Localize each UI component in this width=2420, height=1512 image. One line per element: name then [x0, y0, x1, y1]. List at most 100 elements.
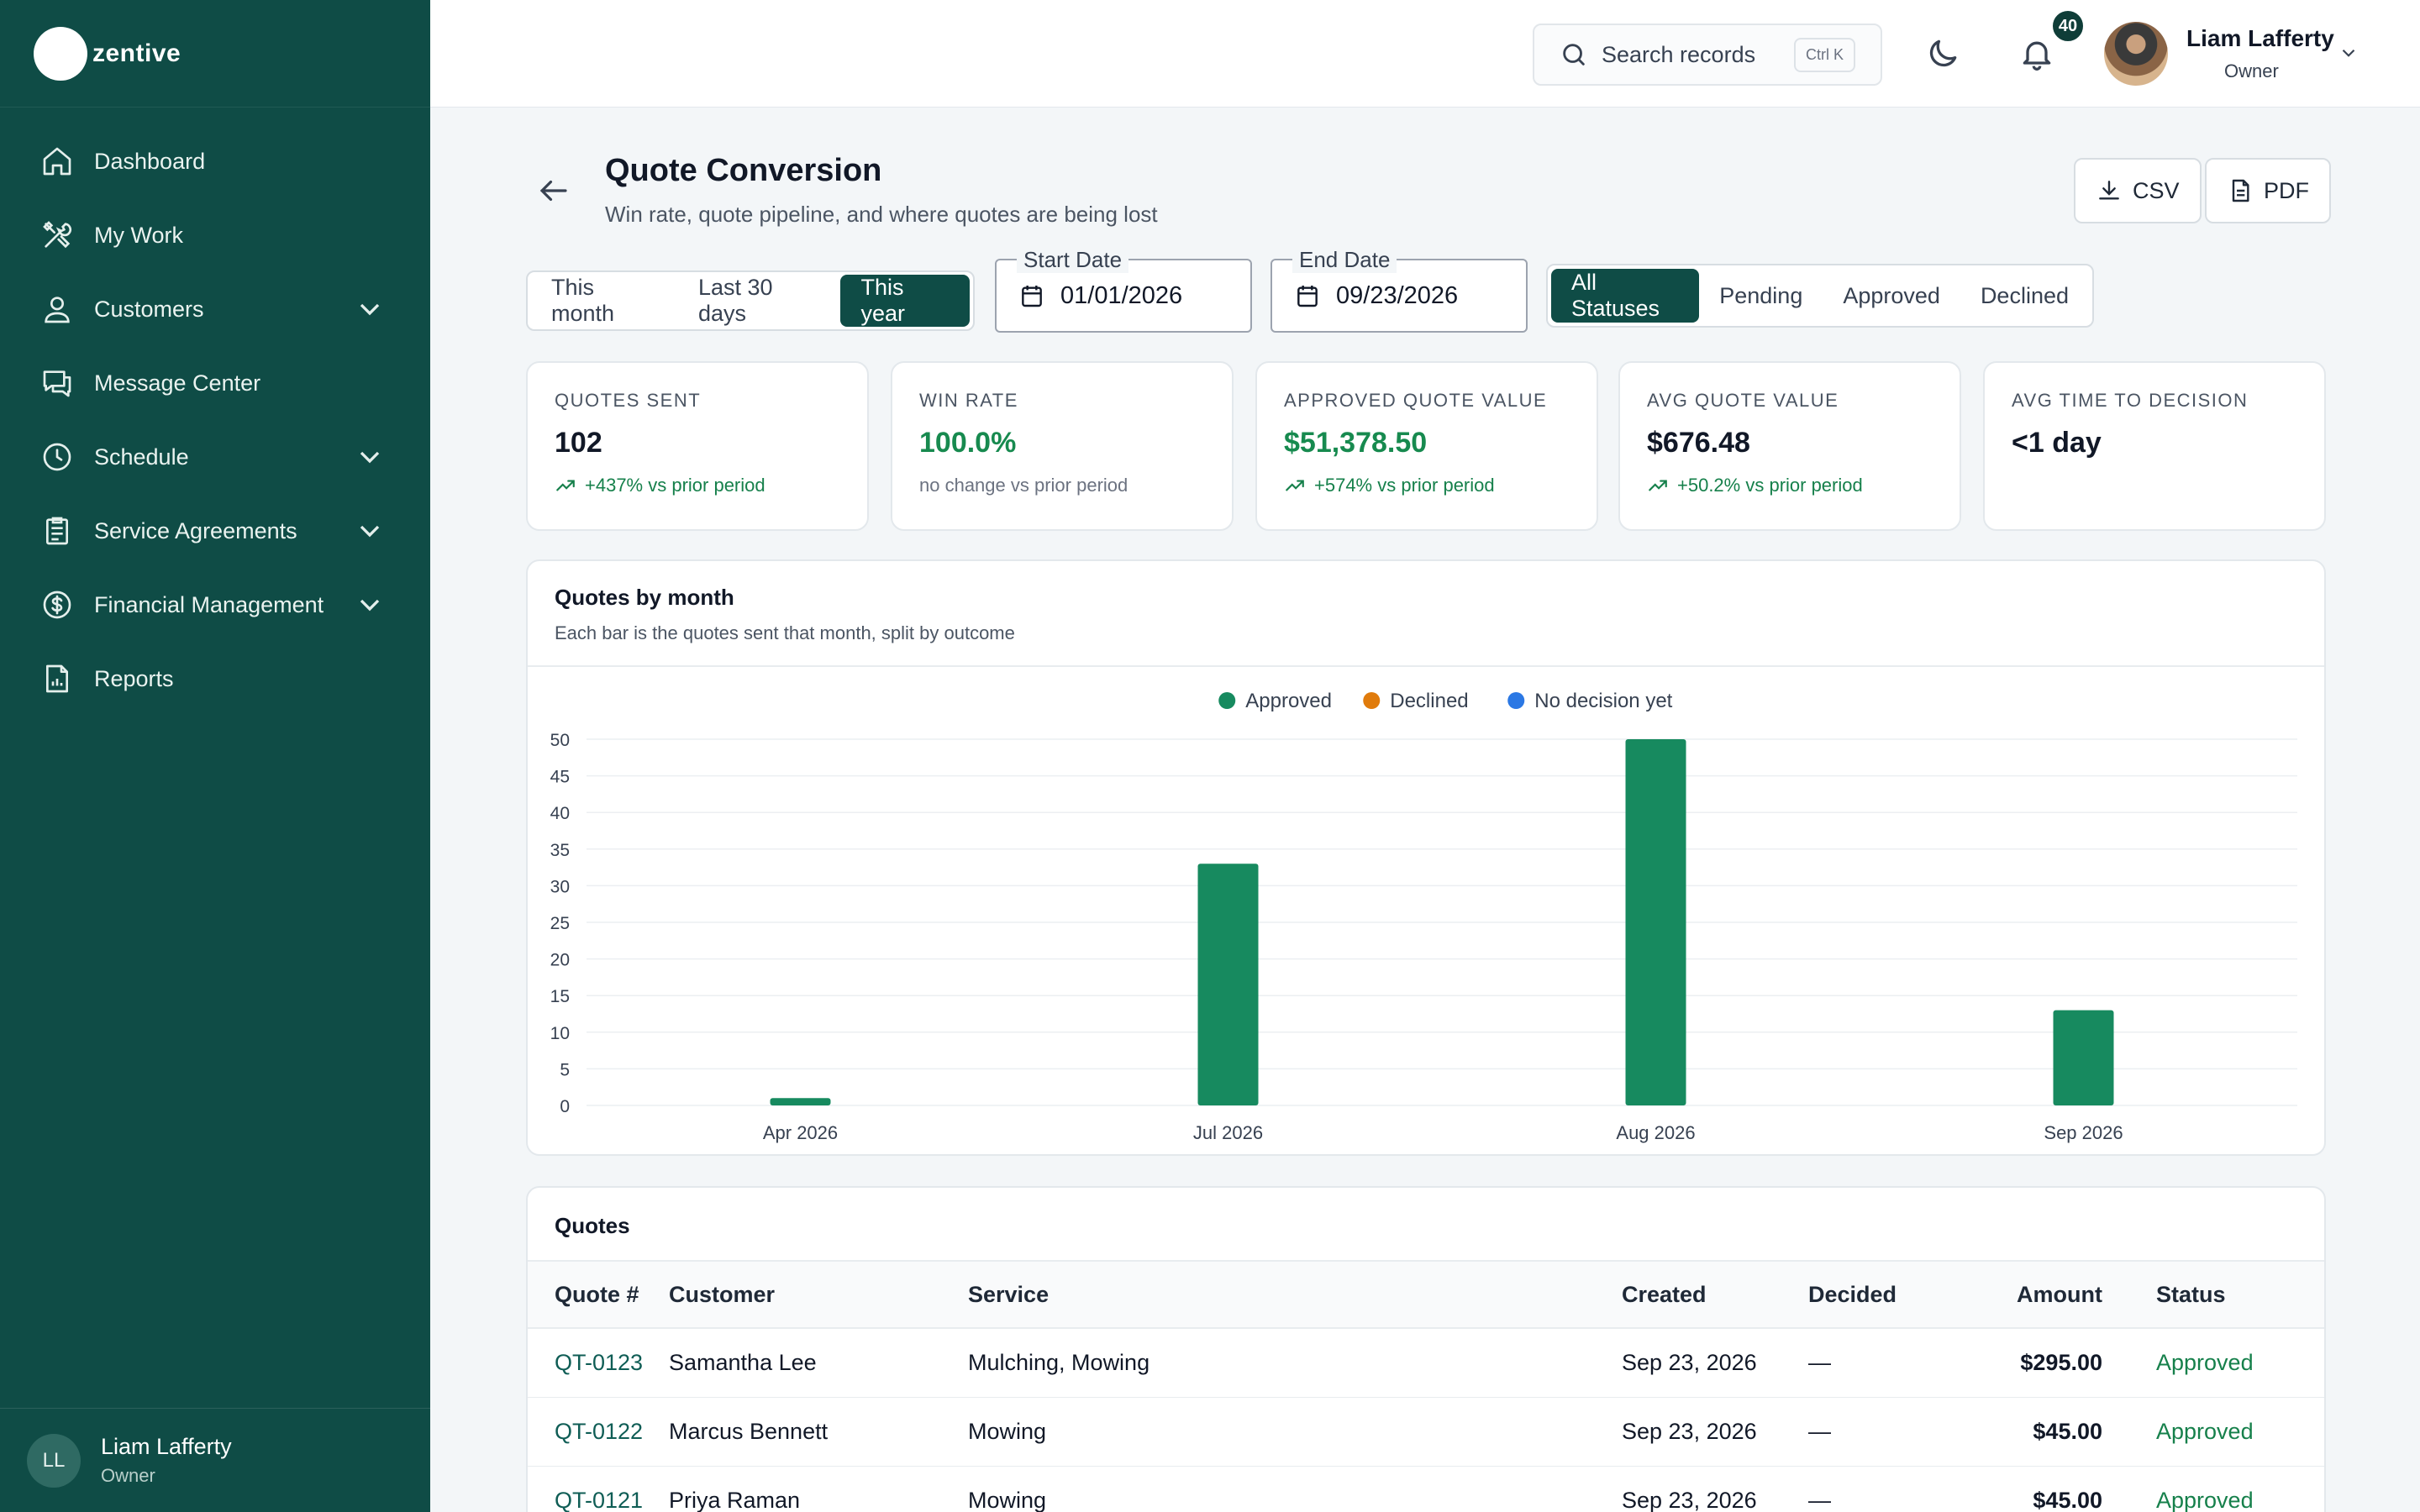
bar-approved [770, 1098, 831, 1105]
sidebar-item-my-work[interactable]: My Work [0, 198, 430, 272]
sidebar-item-reports[interactable]: Reports [0, 642, 430, 716]
y-tick-label: 15 [550, 987, 570, 1006]
end-date-label: End Date [1292, 247, 1397, 273]
chevron-down-icon [360, 599, 380, 612]
kpi-win-rate: WIN RATE 100.0% no change vs prior perio… [891, 361, 1234, 531]
x-tick-label: Sep 2026 [2044, 1122, 2123, 1143]
kpi-avg-quote-value: AVG QUOTE VALUE $676.48 +50.2% vs prior … [1618, 361, 1961, 531]
x-tick-label: Jul 2026 [1193, 1122, 1263, 1143]
range-last-30-days[interactable]: Last 30 days [697, 275, 773, 326]
column-header-status[interactable]: Status [2156, 1281, 2226, 1307]
sidebar-item-label: Financial Management [94, 591, 324, 617]
quotes-by-month-card: Quotes by month Each bar is the quotes s… [526, 559, 2326, 1156]
kpi-label: AVG TIME TO DECISION [2012, 390, 2249, 411]
search-placeholder: Search records [1602, 41, 1756, 67]
status-approved[interactable]: Approved [1843, 282, 1940, 308]
service-cell: Mulching, Mowing [968, 1350, 1150, 1375]
y-tick-label: 5 [560, 1060, 570, 1079]
sidebar-item-label: My Work [94, 222, 183, 248]
kpi-value: 100.0% [919, 427, 1017, 459]
quote-number-link[interactable]: QT-0122 [555, 1419, 644, 1444]
kpi-value: <1 day [2012, 427, 2102, 459]
chevron-down-icon [360, 303, 380, 316]
kpi-quotes-sent: QUOTES SENT 102 +437% vs prior period [526, 361, 869, 531]
sidebar-user-name: Liam Lafferty [101, 1434, 232, 1459]
sidebar-user[interactable]: LL Liam Lafferty Owner [0, 1408, 430, 1512]
start-date-field[interactable]: Start Date 01/01/2026 [995, 247, 1252, 333]
column-header-decided[interactable]: Decided [1808, 1281, 1897, 1307]
brand-logo[interactable]: zentive [0, 0, 430, 108]
status-all[interactable]: All Statuses [1551, 269, 1700, 323]
y-tick-label: 25 [550, 914, 570, 933]
kpi-label: QUOTES SENT [555, 390, 702, 411]
column-header-created[interactable]: Created [1622, 1281, 1707, 1307]
table-row[interactable]: QT-0123 Samantha Lee Mulching, Mowing Se… [528, 1329, 2324, 1398]
sidebar-nav: Dashboard My Work Customers Message Cent… [0, 108, 430, 716]
y-tick-label: 50 [550, 731, 570, 750]
x-tick-label: Aug 2026 [1616, 1122, 1695, 1143]
brand-name: zentive [92, 39, 182, 67]
document-icon [2232, 179, 2249, 202]
status-cell: Approved [2156, 1488, 2254, 1512]
back-arrow-icon[interactable] [536, 173, 571, 208]
column-header-quote[interactable]: Quote # [555, 1281, 639, 1307]
decided-cell: — [1808, 1350, 1831, 1375]
avatar[interactable] [2104, 22, 2168, 86]
end-date-field[interactable]: End Date 09/23/2026 [1270, 247, 1528, 333]
legend-swatch [1507, 692, 1525, 709]
kpi-avg-time-to-decision: AVG TIME TO DECISION <1 day [1983, 361, 2326, 531]
kpi-value: $676.48 [1647, 427, 1750, 459]
range-this-year[interactable]: This year [840, 275, 970, 327]
y-tick-label: 0 [560, 1097, 570, 1116]
table-row[interactable]: QT-0121 Priya Raman Mowing Sep 23, 2026 … [528, 1467, 2324, 1512]
start-date-value: 01/01/2026 [1060, 282, 1183, 309]
quotes-table-card: Quotes Quote # Customer Service Created … [526, 1186, 2326, 1512]
sidebar-item-dashboard[interactable]: Dashboard [0, 124, 430, 198]
header-user-name[interactable]: Liam Lafferty [2186, 25, 2334, 51]
quote-number-link[interactable]: QT-0121 [555, 1488, 644, 1512]
sidebar-user-role: Owner [101, 1465, 155, 1486]
table-header-row: Quote # Customer Service Created Decided… [528, 1262, 2324, 1329]
trend-up-icon [1286, 480, 1304, 491]
customer-cell: Marcus Bennett [669, 1419, 829, 1444]
sidebar-item-label: Reports [94, 665, 174, 691]
bell-icon[interactable] [2018, 35, 2055, 72]
decided-cell: — [1808, 1488, 1831, 1512]
sidebar-item-label: Service Agreements [94, 517, 297, 543]
y-tick-label: 10 [550, 1024, 570, 1043]
chart-title: Quotes by month [555, 585, 734, 610]
quote-number-link[interactable]: QT-0123 [555, 1350, 644, 1375]
bar-approved [2053, 1010, 2114, 1105]
range-this-month[interactable]: This month [551, 275, 615, 326]
sidebar-item-schedule[interactable]: Schedule [0, 420, 430, 494]
users-icon [45, 297, 70, 323]
sidebar-item-service-agreements[interactable]: Service Agreements [0, 494, 430, 568]
column-header-service[interactable]: Service [968, 1281, 1050, 1307]
status-cell: Approved [2156, 1350, 2254, 1375]
customer-cell: Priya Raman [669, 1488, 801, 1512]
legend-label: Declined [1390, 690, 1468, 712]
sidebar-item-message-center[interactable]: Message Center [0, 346, 430, 420]
status-pending[interactable]: Pending [1719, 282, 1803, 308]
table-row[interactable]: QT-0122 Marcus Bennett Mowing Sep 23, 20… [528, 1398, 2324, 1467]
search-input[interactable]: Search records Ctrl K [1533, 24, 1882, 86]
export-csv-button[interactable]: CSV [2074, 158, 2202, 223]
status-declined[interactable]: Declined [1980, 282, 2069, 308]
moon-icon[interactable] [1924, 35, 1961, 72]
trend-up-icon [1649, 480, 1667, 491]
sidebar-item-customers[interactable]: Customers [0, 272, 430, 346]
legend-label: No decision yet [1534, 690, 1672, 712]
bar-approved [1197, 864, 1259, 1105]
service-cell: Mowing [968, 1488, 1047, 1512]
sidebar-item-label: Schedule [94, 444, 189, 470]
amount-cell: $295.00 [2020, 1350, 2102, 1375]
export-pdf-label: PDF [2264, 177, 2309, 203]
column-header-amount[interactable]: Amount [2017, 1281, 2102, 1307]
home-icon [43, 147, 71, 176]
chevron-down-icon[interactable] [2338, 42, 2360, 64]
dollar-icon [43, 591, 71, 619]
quotes-by-month-chart: 0 5 10 15 20 25 30 35 40 45 50 Approved Declined No d… [550, 690, 2297, 1143]
export-pdf-button[interactable]: PDF [2205, 158, 2331, 223]
column-header-customer[interactable]: Customer [669, 1281, 776, 1307]
sidebar-item-financial-management[interactable]: Financial Management [0, 568, 430, 642]
